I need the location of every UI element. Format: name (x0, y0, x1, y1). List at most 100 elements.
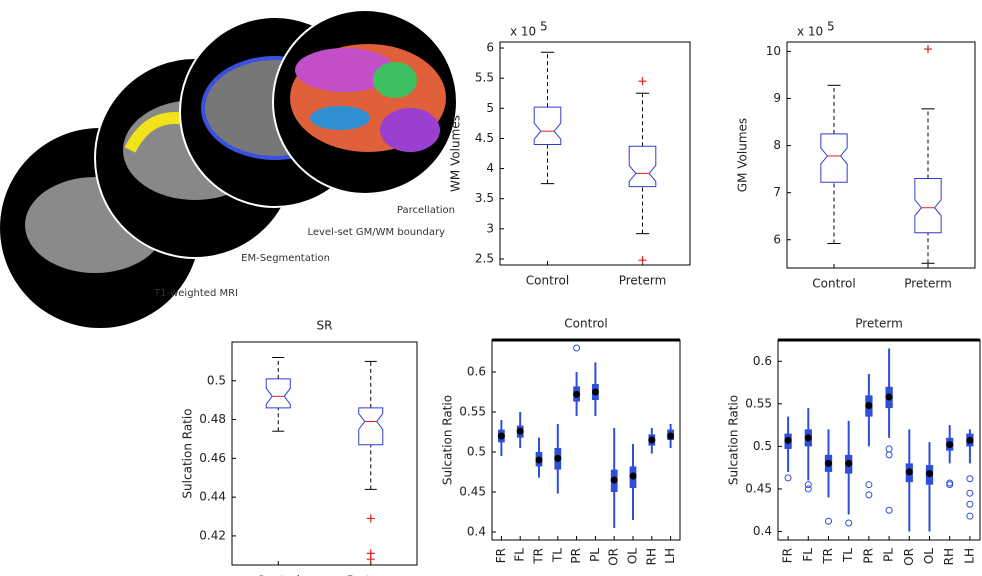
scale-exponent: 5 (827, 20, 835, 34)
outlier (966, 512, 974, 520)
y-tick-label: 7 (773, 185, 781, 199)
median (865, 402, 873, 410)
scale-exponent: 5 (540, 20, 548, 34)
y-tick-label: 0.45 (745, 481, 772, 495)
x-tick-label: LH (962, 548, 976, 564)
y-tick-label: 0.55 (745, 396, 772, 410)
illustration-label: EM-Segmentation (241, 253, 330, 264)
box (265, 378, 291, 409)
median (591, 388, 599, 396)
scale-label: x 10 (797, 25, 823, 39)
outlier (638, 256, 647, 265)
x-tick-label: FL (801, 548, 815, 562)
y-tick-label: 0.5 (207, 373, 226, 387)
x-tick-label: FL (513, 548, 527, 562)
x-tick-label: PL (588, 548, 602, 562)
median (784, 436, 792, 444)
y-axis-label: Sulcation Ratio (727, 395, 741, 485)
y-tick-label: 4.5 (475, 131, 494, 145)
median (825, 459, 832, 467)
median (905, 468, 913, 476)
chart-title: Control (564, 317, 607, 331)
outlier (885, 506, 893, 514)
x-tick-label: TR (532, 548, 546, 565)
outlier (804, 485, 812, 493)
outlier (924, 45, 932, 54)
illustration-label: Parcellation (397, 205, 455, 216)
median (946, 441, 954, 449)
median (804, 434, 812, 442)
y-tick-label: 0.44 (199, 490, 226, 504)
y-tick-label: 0.5 (467, 445, 486, 459)
box (628, 145, 657, 188)
x-tick-label: LH (663, 548, 677, 564)
x-tick-label: OR (607, 548, 621, 566)
x-tick-label: PL (882, 548, 896, 562)
y-tick-label: 0.48 (199, 412, 226, 426)
box (358, 407, 384, 446)
box (914, 178, 942, 234)
illustration-label: T1-weighted MRI (153, 288, 238, 299)
y-tick-label: 0.6 (753, 354, 772, 368)
y-tick-label: 10 (766, 44, 781, 58)
y-tick-label: 6 (486, 41, 494, 55)
chart-title: Preterm (855, 317, 903, 331)
x-tick-label: FR (494, 548, 508, 563)
median (497, 432, 505, 440)
outlier (885, 445, 893, 453)
x-tick-label: Preterm (619, 274, 667, 288)
box (533, 106, 562, 145)
y-tick-label: 0.45 (459, 485, 486, 499)
y-tick-label: 5.5 (475, 71, 494, 85)
y-tick-label: 0.5 (753, 439, 772, 453)
x-tick-label: TL (550, 548, 564, 563)
y-tick-label: 5 (486, 101, 494, 115)
outlier (638, 77, 647, 86)
brain-illustration: Parcellation Level-set GM/WM boundary EM… (0, 9, 458, 328)
median (966, 436, 974, 444)
y-tick-label: 0.55 (459, 405, 486, 419)
chart-title: SR (317, 319, 333, 333)
outlier (946, 481, 954, 489)
outlier (966, 475, 974, 483)
x-tick-label: TR (821, 548, 835, 565)
x-tick-label: RH (644, 548, 658, 565)
plot-frame (499, 41, 691, 266)
outlier (966, 500, 974, 508)
outlier (825, 517, 832, 525)
y-tick-label: 0.4 (467, 525, 486, 539)
x-tick-label: RH (942, 548, 956, 565)
median (845, 459, 853, 467)
median (573, 390, 581, 398)
outlier (784, 474, 792, 482)
x-tick-label: Control (526, 274, 569, 288)
y-tick-label: 0.46 (199, 451, 226, 465)
box (820, 133, 848, 183)
y-axis-label: WM Volumes (449, 115, 463, 192)
scale-label: x 10 (510, 25, 536, 39)
y-tick-label: 0.4 (753, 524, 772, 538)
x-tick-label: Preterm (904, 277, 952, 291)
x-tick-label: OL (626, 548, 640, 564)
outlier (573, 344, 581, 352)
plot-frame (231, 341, 418, 566)
outlier (865, 481, 873, 489)
x-tick-label: FR (781, 548, 795, 563)
x-tick-label: Control (257, 574, 300, 576)
y-tick-label: 4 (486, 161, 494, 175)
x-tick-label: PR (861, 548, 875, 564)
y-axis-label: Sulcation Ratio (181, 408, 195, 498)
median (629, 472, 637, 480)
plot-frame (786, 41, 976, 269)
outlier (885, 451, 893, 459)
x-tick-label: PR (569, 548, 583, 564)
median (667, 432, 675, 440)
x-tick-label: TL (841, 548, 855, 563)
y-tick-label: 3.5 (475, 191, 494, 205)
outlier (366, 555, 375, 564)
outlier (804, 481, 812, 489)
outlier (366, 514, 375, 523)
y-tick-label: 9 (773, 91, 781, 105)
outlier (966, 489, 974, 497)
